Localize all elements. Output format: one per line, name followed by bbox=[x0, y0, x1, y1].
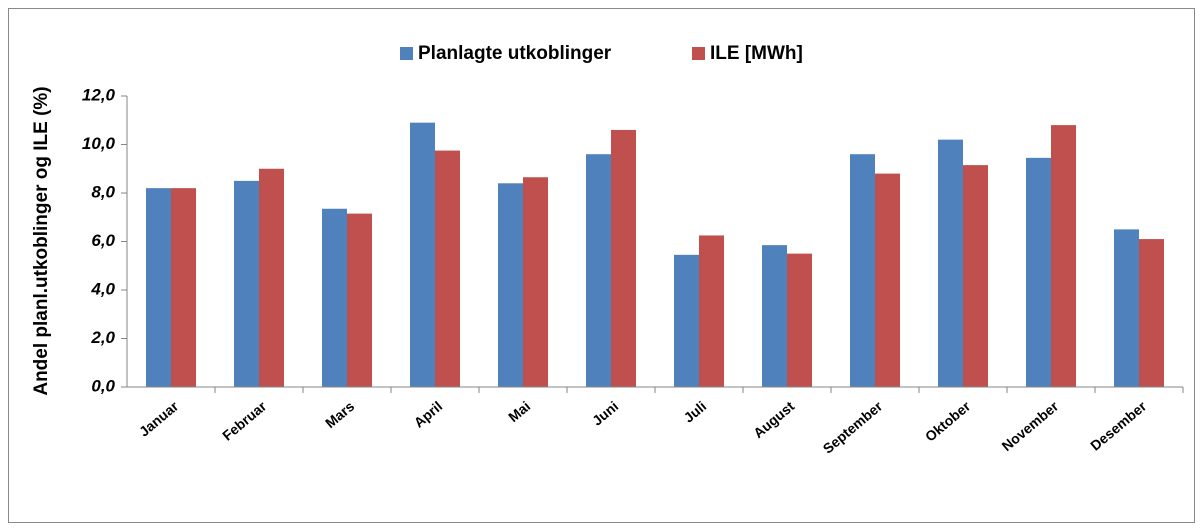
bar bbox=[347, 213, 372, 387]
legend-swatch bbox=[400, 47, 413, 60]
bar bbox=[171, 188, 196, 387]
legend-label: Planlagte utkoblinger bbox=[418, 43, 612, 64]
bar bbox=[523, 177, 548, 387]
bar bbox=[1051, 125, 1076, 387]
bar bbox=[938, 139, 963, 387]
y-axis-title: Andel planl.utkoblinger og ILE (%) bbox=[31, 86, 52, 395]
bar bbox=[875, 173, 900, 387]
y-tick-label: 4,0 bbox=[90, 279, 115, 298]
legend-label: ILE [MWh] bbox=[710, 43, 803, 64]
y-tick-label: 2,0 bbox=[90, 328, 115, 347]
bar bbox=[410, 122, 435, 388]
bar bbox=[611, 129, 636, 387]
bar bbox=[1139, 239, 1164, 387]
bar bbox=[850, 154, 875, 387]
bar bbox=[498, 183, 523, 387]
bar bbox=[234, 180, 259, 387]
y-tick-label: 0,0 bbox=[91, 376, 115, 395]
legend-swatch bbox=[692, 47, 705, 60]
y-tick-label: 8,0 bbox=[91, 182, 115, 201]
bar bbox=[1114, 229, 1139, 387]
bar bbox=[1026, 157, 1051, 387]
bar bbox=[586, 154, 611, 387]
y-tick-label: 6,0 bbox=[91, 231, 115, 250]
bar bbox=[787, 253, 812, 387]
bar bbox=[435, 150, 460, 387]
bar bbox=[699, 235, 724, 387]
bar bbox=[963, 165, 988, 387]
bar bbox=[762, 245, 787, 387]
y-tick-label: 12,0 bbox=[82, 85, 116, 104]
bar bbox=[322, 208, 347, 387]
bar bbox=[146, 188, 171, 387]
y-tick-label: 10,0 bbox=[82, 134, 116, 153]
bar bbox=[674, 254, 699, 387]
bar bbox=[259, 168, 284, 387]
